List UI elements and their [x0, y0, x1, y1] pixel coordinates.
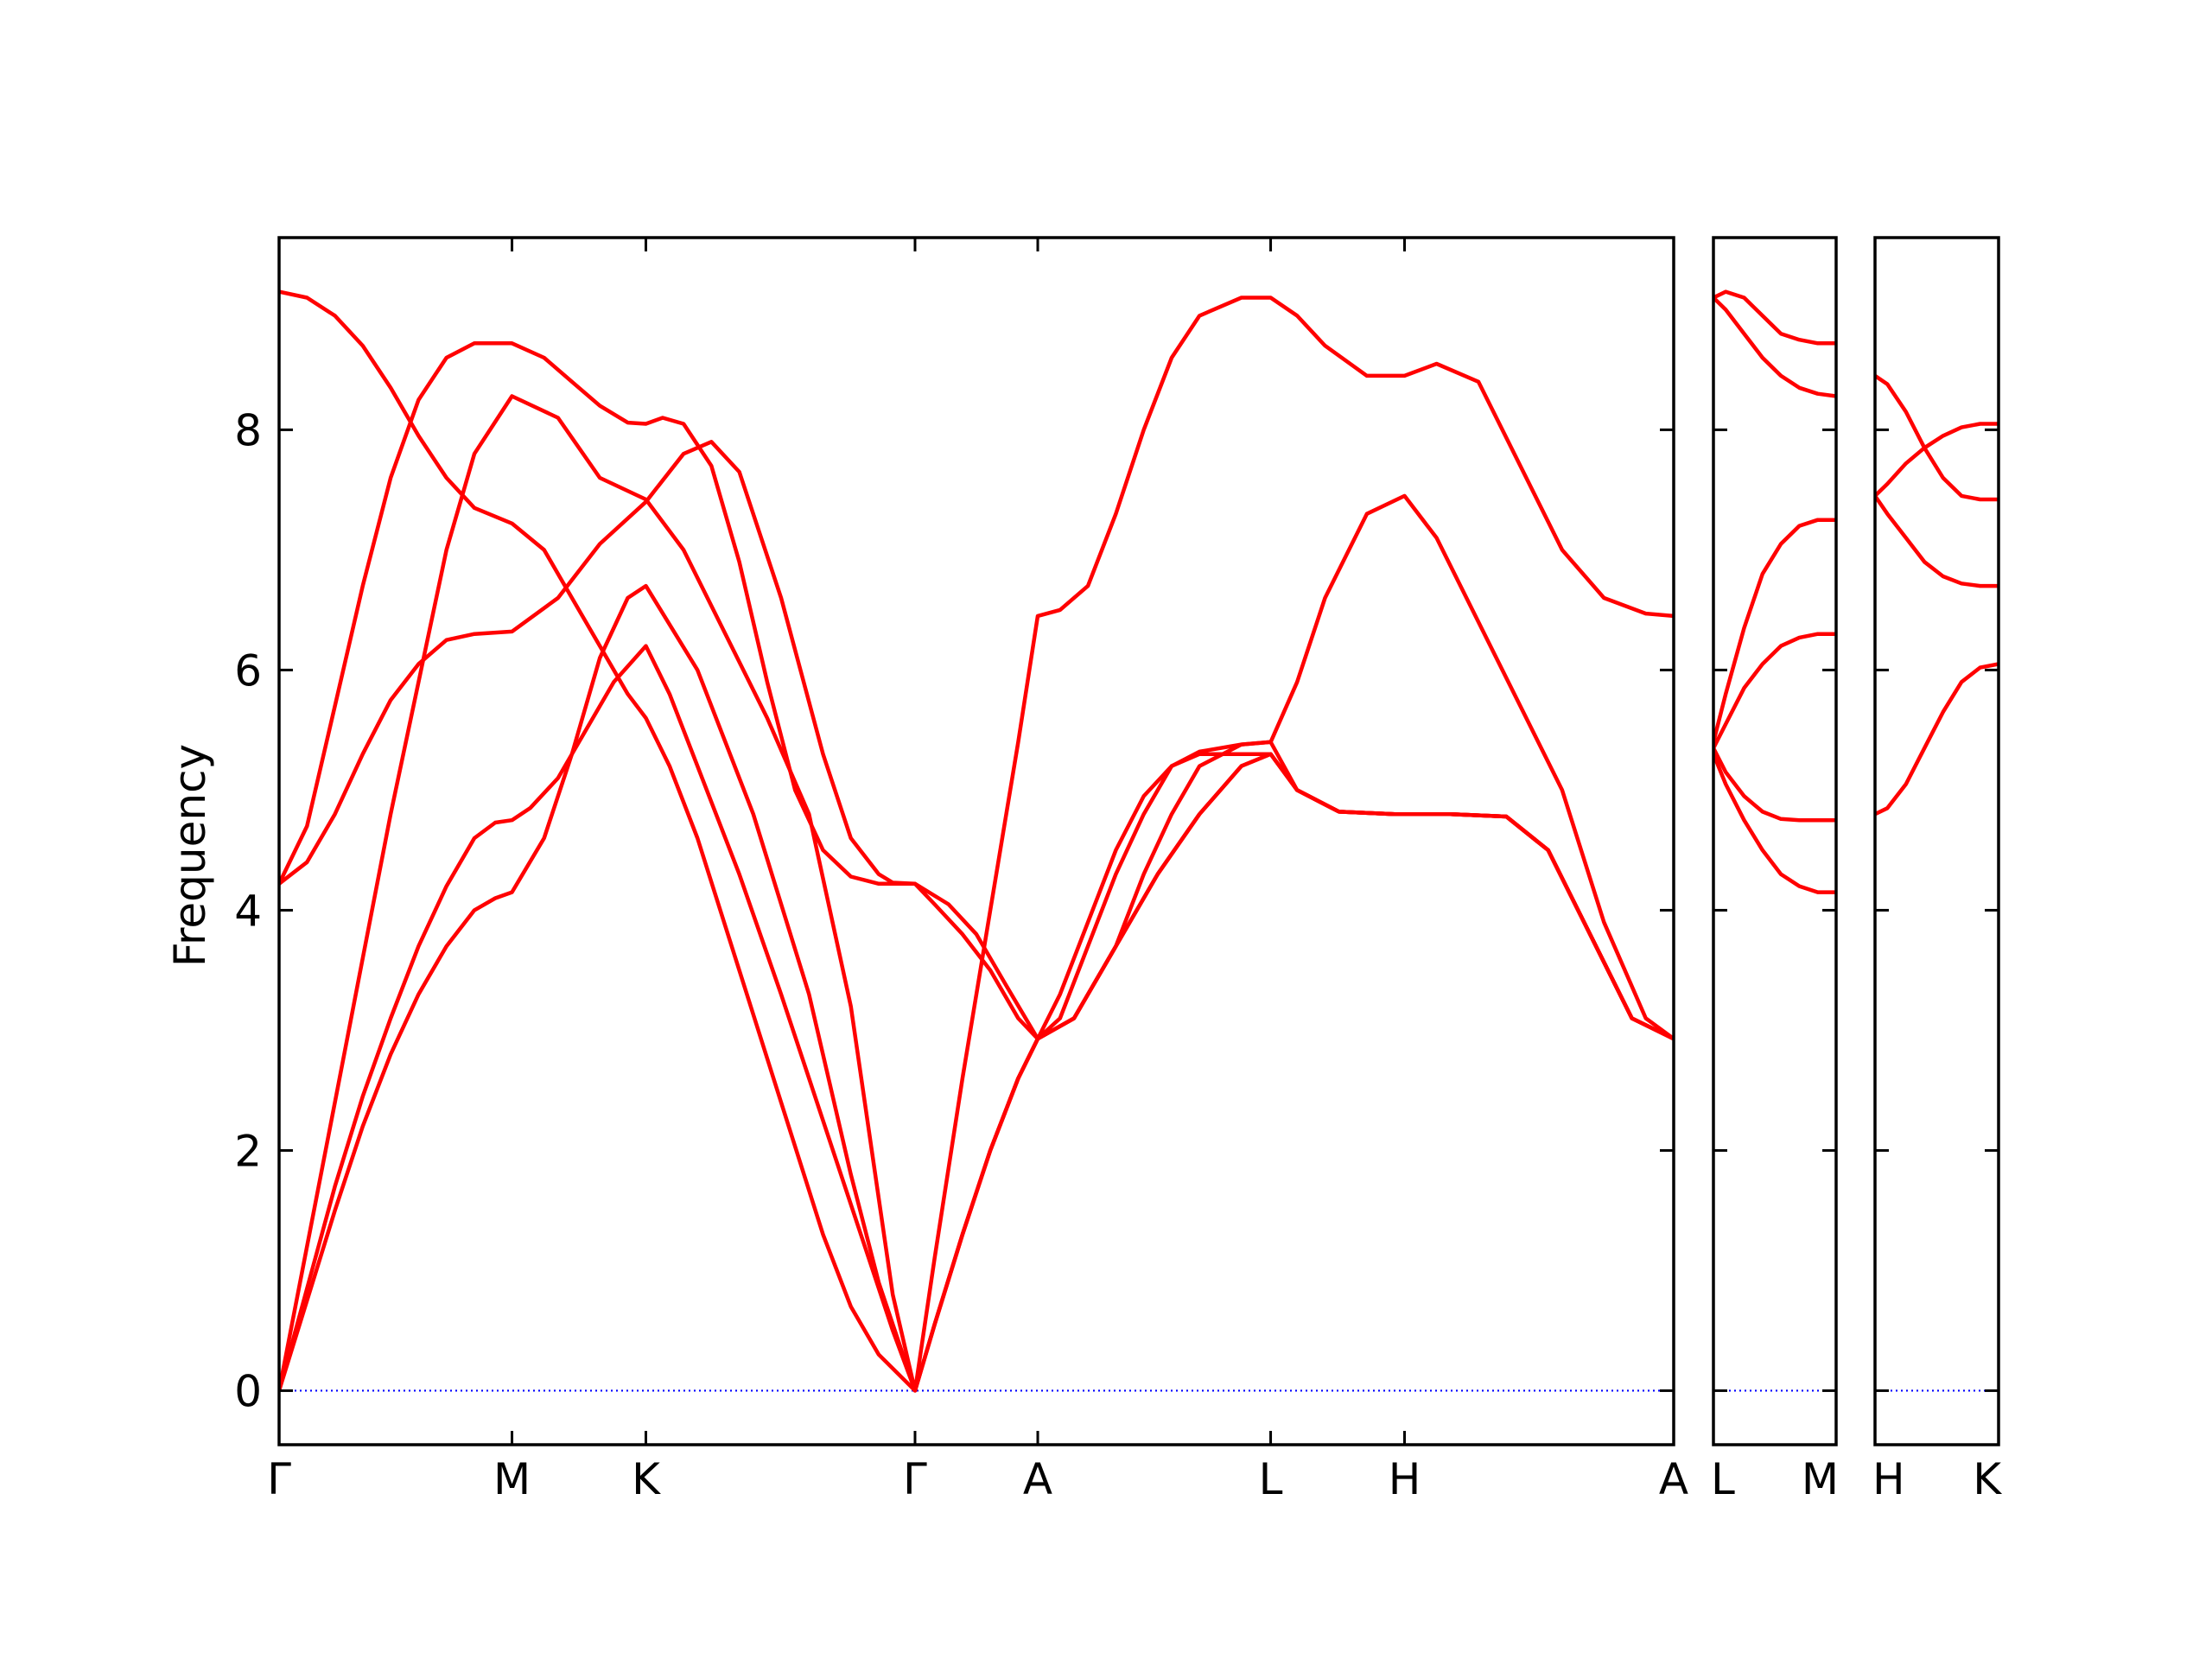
phonon-band-4 [1875, 662, 1999, 817]
phonon-band-1 [1875, 374, 1999, 502]
axes-frame [1712, 236, 1838, 1446]
x-tick-label: Γ [267, 1454, 291, 1504]
phonon-band-6 [279, 289, 1674, 1393]
panel-1: 0 2 4 6 8 Γ M K Γ A L H A [234, 236, 1688, 1504]
x-tick-label: H [1389, 1454, 1421, 1504]
phonon-band-2 [279, 493, 1674, 1393]
y-tick-label: 2 [234, 1126, 262, 1176]
phonon-band-5 [1713, 747, 1836, 823]
phonon-band-4 [279, 296, 1674, 1393]
x-tick-label: M [1802, 1454, 1839, 1504]
x-tick-label: L [1259, 1454, 1283, 1504]
axes-frame [1873, 236, 2000, 1446]
x-tick-label: H [1872, 1454, 1905, 1504]
x-tick-label: K [1973, 1454, 2002, 1504]
phonon-band-3 [1713, 518, 1836, 743]
phonon-band-1 [1713, 289, 1836, 346]
y-tick-label: 6 [234, 645, 262, 696]
y-axis-label: Frequency [165, 744, 215, 967]
y-tick-label: 8 [234, 405, 262, 455]
x-tick-label: A [1023, 1454, 1052, 1504]
y-tick-label: 0 [234, 1366, 262, 1416]
phonon-band-2 [1875, 422, 1999, 498]
phonon-band-5 [279, 341, 1674, 1041]
x-tick-label: M [493, 1454, 531, 1504]
axes-frame [277, 236, 1675, 1446]
x-tick-label: L [1711, 1454, 1735, 1504]
x-tick-label: K [632, 1454, 661, 1504]
phonon-band-4 [1713, 632, 1836, 749]
x-tick-label: A [1659, 1454, 1688, 1504]
phonon-band-2 [1713, 296, 1836, 398]
y-tick-label: 4 [234, 886, 262, 936]
x-tick-label: Γ [903, 1454, 927, 1504]
phonon-band-3 [1875, 494, 1999, 588]
phonon-band-3 [279, 440, 1674, 1041]
phonon-band-6 [1713, 753, 1836, 894]
